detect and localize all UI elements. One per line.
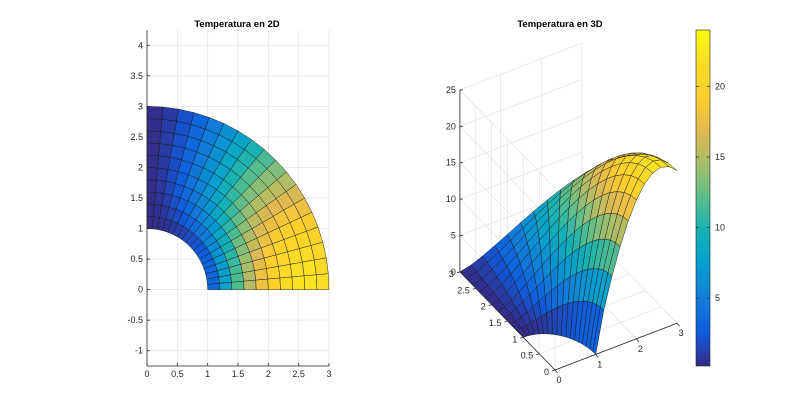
plot-3d-xtick-label: 3 (679, 328, 684, 338)
plot-3d-xtick-label: 1 (597, 359, 602, 369)
plot-3d-ytick (488, 304, 492, 306)
plot-2d-surface-cell (160, 118, 177, 134)
plot-2d-title: Temperatura en 2D (194, 19, 279, 30)
plot-3d-surface-cell (551, 307, 558, 336)
plot-2d-surface-cell (314, 257, 329, 275)
plot-3d-ytick (551, 369, 556, 372)
plot-3d-ytick (456, 271, 461, 274)
plot-3d-ytick-label: 2 (481, 302, 486, 312)
plot-3d-ytick-label: 0 (544, 367, 549, 377)
plot-2d-ytick-label: -1 (135, 346, 143, 356)
plot-2d-surface-cell (243, 279, 257, 290)
plot-2d-surface-cell (231, 280, 245, 290)
plot-2d-xtick-label: 1 (205, 369, 210, 379)
colorbar-tick-label: 15 (715, 152, 725, 162)
plot-3d-ztick-label: 20 (446, 121, 456, 131)
plot-3d-ytick-label: 3 (449, 269, 454, 279)
colorbar-tick-label: 10 (715, 223, 725, 233)
plot-2d-surface-cell (290, 261, 305, 278)
plot-2d-surface-cell (291, 275, 305, 290)
plot-2d-ytick-label: 0.5 (130, 254, 143, 264)
plot-2d-xtick-label: 0.5 (171, 369, 184, 379)
colorbar: 5 10 15 20 (695, 29, 725, 367)
plot-2d-xtick-label: 0 (144, 369, 149, 379)
plot-2d-surface-cell (267, 277, 281, 290)
plot-2d-xtick-label: 3 (326, 369, 331, 379)
plot-3d-ztick-label: 10 (446, 194, 456, 204)
plot-3d-ztick-label: 25 (446, 85, 456, 95)
plot-2d-surface-cell (279, 276, 293, 290)
plot-3d-xtick (595, 354, 599, 358)
plot-2d-surface-cell (303, 274, 318, 290)
plot-2d-surface-cell (315, 273, 330, 290)
plot-2d-surface-cell (157, 155, 171, 170)
plot-2d-ytick-label: -0.5 (127, 315, 143, 325)
plot-2d-surface-cell (156, 167, 169, 182)
plot-3d-ztick-label: 15 (446, 158, 456, 168)
plot-2d-xtick-label: 1.5 (232, 369, 245, 379)
plot-3d: Temperatura en 3D 012300.511.522.5305101… (446, 19, 684, 385)
plot-2d-surface-cell (158, 143, 173, 158)
plot-2d: Temperatura en 2D 0 0.5 1 1.5 2 2.5 3 -1 -0.5 0 0.… (127, 19, 331, 379)
plot-2d-axes: 0 0.5 1 1.5 2 2.5 3 -1 -0.5 0 0.5 1 1.5 2 2.5 3 3.5 4 (127, 30, 332, 379)
plot-2d-xtick-label: 2 (266, 369, 271, 379)
plot-3d-xtick-label: 2 (638, 344, 643, 354)
plot-3d-xtick-label: 0 (556, 375, 561, 385)
plot-3d-xtick (676, 322, 680, 327)
plot-2d-surface-cell (155, 179, 167, 194)
plot-3d-ytick-label: 0.5 (521, 351, 534, 361)
plot-2d-ytick-label: 2.5 (130, 132, 143, 142)
plot-2d-ytick-label: 0 (138, 285, 143, 295)
plot-3d-ztick-label: 0 (451, 267, 456, 277)
plot-3d-ytick-label: 1 (512, 334, 517, 344)
plot-3d-ytick (472, 287, 476, 290)
plot-2d-xtick-label: 2.5 (292, 369, 305, 379)
plot-2d-surface-cell (146, 118, 163, 132)
colorbar-tick-label: 20 (715, 81, 725, 91)
plot-2d-ytick-label: 3 (138, 101, 143, 111)
plot-2d-surface-cell (146, 167, 158, 181)
plot-2d-surface-cell (146, 203, 155, 217)
plot-3d-ytick (536, 353, 540, 356)
plot-2d-surface-cell (278, 263, 293, 279)
plot-2d-surface-cell (146, 155, 159, 169)
plot-3d-ytick (504, 320, 508, 323)
plot-3d-xtick (636, 338, 640, 343)
plot-3d-grid-z (459, 151, 583, 200)
plot-3d-ytick (520, 336, 524, 339)
colorbar-ticks: 5 10 15 20 (696, 81, 725, 303)
colorbar-gradient (695, 29, 711, 367)
plot-2d-ytick-label: 2 (138, 162, 143, 172)
plot-3d-grid-z (459, 42, 583, 91)
plot-2d-surface (146, 106, 330, 290)
plot-2d-ytick-label: 1 (138, 224, 143, 234)
plot-2d-surface-cell (146, 216, 154, 230)
plot-3d-xtick (554, 369, 558, 374)
colorbar-tick-label: 5 (715, 293, 720, 303)
plot-2d-surface-cell (146, 142, 160, 156)
plot-2d-surface-cell (302, 259, 317, 277)
plot-2d-surface-cell (146, 179, 157, 193)
plot-3d-ytick-label: 2.5 (457, 285, 470, 295)
plot-3d-surface-cell (557, 280, 565, 308)
plot-3d-grid-z (459, 79, 583, 127)
plot-3d-title: Temperatura en 3D (517, 19, 602, 30)
plot-2d-surface-cell (159, 131, 175, 146)
plot-3d-ytick-label: 1.5 (489, 318, 502, 328)
plot-2d-ytick-label: 3.5 (130, 71, 143, 81)
plot-2d-ytick-label: 4 (138, 40, 143, 50)
plot-3d-xaxis (554, 322, 678, 371)
plot-2d-surface-cell (146, 106, 164, 120)
plot-2d-ytick-label: 1.5 (130, 193, 143, 203)
plot-3d-ztick-label: 5 (451, 231, 456, 241)
plot-3d-grid-z (459, 115, 583, 164)
plot-3d-surface (459, 152, 678, 355)
plot-3d-surface-cell (556, 305, 563, 337)
plot-2d-surface-cell (255, 278, 269, 290)
plot-2d-surface-cell (161, 106, 179, 122)
